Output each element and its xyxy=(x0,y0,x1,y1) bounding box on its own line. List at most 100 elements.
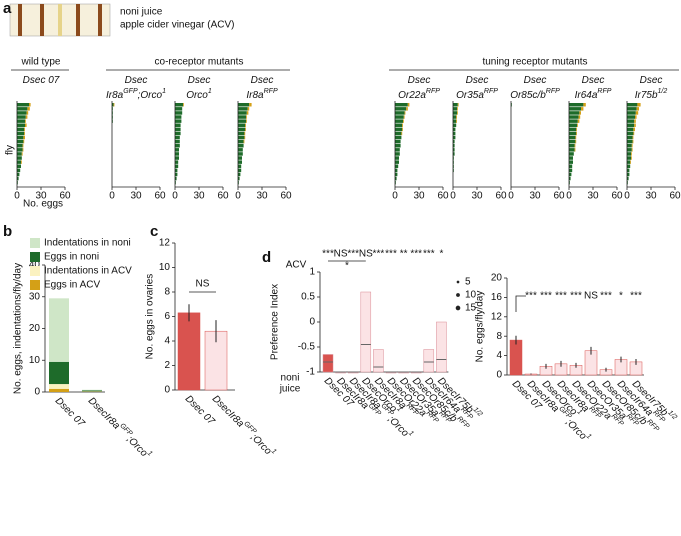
bar-acv xyxy=(25,119,26,123)
bar-noni xyxy=(453,139,455,144)
label-part: 1 xyxy=(576,408,584,416)
box xyxy=(436,321,447,373)
size-key xyxy=(455,305,461,311)
bar-noni xyxy=(175,127,181,132)
label-part: 1 xyxy=(208,88,212,95)
bar-noni xyxy=(238,119,246,123)
label-part: 1 xyxy=(146,450,154,458)
bar-noni xyxy=(627,103,638,107)
significance: * xyxy=(439,249,443,260)
bar-noni xyxy=(238,131,245,136)
bar-noni xyxy=(453,103,458,107)
bar-acv xyxy=(21,152,23,156)
bar-noni xyxy=(627,135,633,140)
bar-acv xyxy=(402,127,403,132)
bar-acv xyxy=(25,123,27,127)
bracket-label: * xyxy=(345,261,349,272)
box xyxy=(360,291,372,373)
bar-noni xyxy=(627,127,634,132)
bar-noni xyxy=(453,127,456,132)
bar-noni xyxy=(175,148,179,152)
y-axis-title: No. eggs/fly/day xyxy=(475,291,486,363)
x-tick-label: DsecIr8aGFP;Orco1 xyxy=(86,394,154,462)
y-tick-label: -0.5 xyxy=(298,342,316,353)
bar-acv xyxy=(22,144,24,148)
bar-acv xyxy=(22,148,24,152)
bar-noni xyxy=(569,139,576,144)
bar-noni xyxy=(238,144,244,148)
y-tick-label: 1 xyxy=(309,267,315,278)
label-part: Ir8a xyxy=(246,90,264,101)
image-stripe xyxy=(58,4,62,36)
bar-acv xyxy=(578,115,581,119)
bar-acv xyxy=(24,131,25,136)
x-tick-label: 30 xyxy=(130,191,142,202)
y-tick-label: 12 xyxy=(491,311,503,322)
bar-noni xyxy=(453,144,455,148)
label-part: DsecIr8a xyxy=(210,393,246,429)
x-tick-label: 0 xyxy=(14,191,20,202)
bar-segment xyxy=(49,384,69,389)
bar-noni xyxy=(395,139,401,144)
label-part: Ir8a xyxy=(106,90,124,101)
x-tick-label: 30 xyxy=(413,191,425,202)
bar-acv xyxy=(406,107,408,111)
bar-noni xyxy=(395,123,403,127)
bar-noni xyxy=(175,139,180,144)
bar-noni xyxy=(569,107,581,111)
bar-noni xyxy=(453,119,457,123)
x-tick-label: 30 xyxy=(471,191,483,202)
top-label: ACV xyxy=(286,260,307,271)
bar-noni xyxy=(17,164,21,168)
bar-acv xyxy=(246,115,247,119)
x-tick-label: 30 xyxy=(35,191,47,202)
panel-letter: a xyxy=(3,0,12,17)
label-part: Dsec 07 xyxy=(23,75,60,86)
x-tick-label: 0 xyxy=(508,191,514,202)
label-part: 1 xyxy=(270,448,278,456)
significance: *** xyxy=(322,249,334,260)
bar-noni xyxy=(569,148,575,152)
bar-noni xyxy=(17,119,25,123)
group-label: co-receptor mutants xyxy=(155,57,244,68)
bar-noni xyxy=(395,148,400,152)
bar-acv xyxy=(21,160,22,164)
bar-noni xyxy=(627,176,629,181)
bar-noni xyxy=(453,131,456,136)
size-key-label: 10 xyxy=(465,290,477,301)
bar-noni xyxy=(627,168,630,173)
legend-swatch xyxy=(30,280,40,290)
x-tick-label: 0 xyxy=(566,191,572,202)
label-part: Or22a xyxy=(398,90,426,101)
box xyxy=(322,354,334,373)
x-tick-label: 30 xyxy=(587,191,599,202)
significance: *** xyxy=(570,291,582,302)
bar-noni xyxy=(238,135,245,140)
y-tick-label: 6 xyxy=(164,311,170,322)
label-part: Dsec xyxy=(188,75,211,86)
label-part: 1/2 xyxy=(472,406,484,418)
label-part: Dsec xyxy=(582,75,605,86)
bar-noni xyxy=(238,164,242,168)
bar-noni xyxy=(17,123,25,127)
bar-noni xyxy=(627,172,630,177)
bar-noni xyxy=(627,139,633,144)
bar-acv xyxy=(633,127,635,132)
label-part: ;Orco xyxy=(248,432,273,457)
bar-noni xyxy=(395,119,403,123)
bar-noni xyxy=(569,115,579,119)
bar-noni xyxy=(17,131,25,136)
bar-noni xyxy=(17,135,24,140)
bar-noni xyxy=(238,103,250,107)
bar-acv xyxy=(457,103,459,107)
x-tick-label: 30 xyxy=(256,191,268,202)
bar-acv xyxy=(574,144,576,148)
bar-noni xyxy=(238,123,246,127)
y-tick-label: 2 xyxy=(164,360,170,371)
bar-noni xyxy=(17,103,29,107)
genotype-label: Or85c/bRFP xyxy=(510,88,560,101)
legend-label: noni juice xyxy=(120,7,163,18)
bar-noni xyxy=(627,107,637,111)
